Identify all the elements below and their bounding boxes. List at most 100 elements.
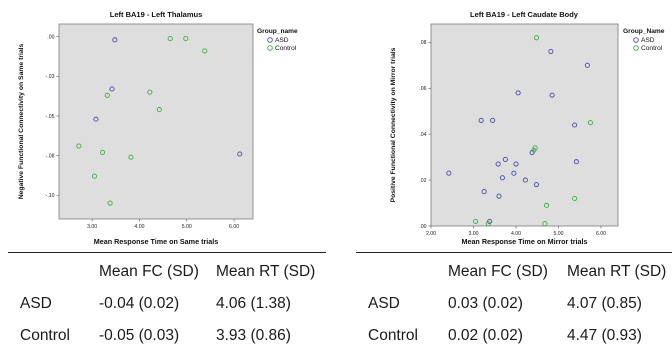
legend-marker-asd	[633, 37, 639, 43]
data-point-asd	[533, 182, 539, 188]
data-point-control	[572, 195, 578, 202]
x-axis-label: Mean Response Time on Same trials	[94, 237, 219, 246]
legend-title: Group_name	[257, 28, 298, 35]
y-tick-label: .00	[47, 34, 54, 40]
data-point-control	[76, 143, 82, 149]
control-mean-fc: -0.05 (0.03)	[99, 327, 180, 344]
legend-label-asd: ASD	[641, 37, 655, 44]
table-rule	[8, 252, 326, 253]
asd-mean-rt: 4.07 (0.85)	[567, 295, 642, 312]
y-tick-label: .06	[419, 86, 426, 92]
data-point-control	[473, 218, 479, 224]
legend-label-control: Control	[275, 45, 297, 52]
x-tick-label: 3.00	[468, 231, 478, 237]
data-point-asd	[515, 90, 521, 96]
scatter-chart-thalamus: Left BA19 - Left Thalamus Mean Response T…	[18, 10, 298, 246]
data-point-asd	[495, 161, 501, 167]
chart-title: Left BA19 - Left Caudate Body	[470, 10, 579, 19]
data-point-control	[485, 221, 491, 227]
data-point-control	[128, 154, 134, 160]
x-tick-label: 3.00	[87, 224, 97, 230]
y-tick-label: -.08	[46, 153, 55, 159]
data-point-asd	[112, 37, 118, 43]
legend-label-asd: ASD	[275, 37, 289, 44]
legend-title: Group_Name	[623, 28, 665, 35]
y-tick-label: .00	[419, 224, 426, 230]
header-mean-rt: Mean RT (SD)	[567, 263, 667, 280]
data-point-control	[542, 221, 548, 227]
x-axis-label: Mean Response Time on Mirror trials	[461, 237, 587, 246]
data-point-control	[544, 202, 550, 208]
header-mean-fc: Mean FC (SD)	[448, 263, 548, 280]
plot-area	[430, 23, 619, 227]
data-point-control	[91, 173, 98, 179]
asd-mean-fc: -0.04 (0.02)	[99, 295, 180, 312]
plot-area	[58, 23, 254, 220]
data-point-asd	[481, 189, 487, 195]
data-point-asd	[237, 151, 243, 157]
data-point-control	[156, 107, 162, 113]
y-tick-label: -.03	[46, 74, 55, 80]
header-mean-fc: Mean FC (SD)	[99, 263, 199, 280]
data-point-asd	[549, 92, 555, 98]
data-point-asd	[584, 62, 590, 68]
row-label-asd: ASD	[20, 295, 52, 312]
data-point-asd	[496, 193, 502, 199]
data-point-control	[532, 145, 538, 151]
table-rule	[356, 252, 672, 253]
data-point-asd	[109, 86, 115, 92]
row-label-control: Control	[20, 327, 70, 344]
y-axis-label: Negative Functional Connectivity on Same…	[18, 43, 25, 199]
y-axis-label: Positive Functional Connectivity on Mirr…	[390, 47, 397, 202]
chart-title: Left BA19 - Left Thalamus	[110, 10, 203, 19]
legend-label-control: Control	[641, 45, 663, 52]
data-point-asd	[573, 159, 579, 165]
data-point-asd	[502, 156, 508, 162]
y-tick-label: .08	[419, 40, 426, 46]
row-label-asd: ASD	[368, 295, 400, 312]
x-tick-label: 5.00	[182, 224, 192, 230]
y-tick-label: -.05	[46, 114, 55, 120]
data-point-control	[104, 92, 110, 98]
legend-marker-control	[633, 45, 639, 51]
data-point-asd	[548, 48, 554, 55]
data-point-asd	[511, 170, 517, 176]
control-mean-rt: 4.47 (0.93)	[567, 327, 642, 344]
data-point-control	[107, 200, 113, 206]
data-point-asd	[522, 177, 528, 183]
data-point-control	[99, 149, 106, 155]
data-point-asd	[446, 170, 452, 176]
y-tick-label: .04	[419, 132, 426, 138]
row-label-control: Control	[368, 327, 418, 344]
y-tick-label: -.10	[46, 193, 55, 199]
right-panel: Left BA19 - Left Caudate Body Mean Respon…	[336, 0, 672, 346]
legend-marker-control	[267, 45, 273, 51]
data-point-control	[533, 35, 539, 41]
header-mean-rt: Mean RT (SD)	[216, 263, 316, 280]
scatter-chart-caudate: Left BA19 - Left Caudate Body Mean Respon…	[390, 10, 665, 246]
control-mean-rt: 3.93 (0.86)	[216, 327, 291, 344]
x-tick-label: 6.00	[596, 231, 606, 237]
data-point-asd	[513, 161, 519, 167]
data-point-asd	[478, 117, 484, 123]
data-point-asd	[499, 175, 505, 181]
x-tick-label: 5.00	[553, 231, 563, 237]
data-point-control	[167, 36, 173, 42]
asd-mean-rt: 4.06 (1.38)	[216, 295, 291, 312]
y-tick-label: .02	[419, 178, 426, 184]
left-panel: Left BA19 - Left Thalamus Mean Response T…	[8, 10, 326, 344]
data-point-asd	[490, 117, 496, 123]
data-point-control	[202, 48, 208, 54]
data-point-control	[183, 36, 189, 42]
control-mean-fc: 0.02 (0.02)	[448, 327, 523, 344]
data-point-control	[587, 120, 593, 126]
data-point-asd	[572, 122, 578, 128]
data-point-asd	[93, 116, 99, 122]
asd-mean-fc: 0.03 (0.02)	[448, 295, 523, 312]
data-point-control	[147, 89, 153, 95]
x-tick-label: 4.00	[511, 231, 521, 237]
legend-marker-asd	[267, 37, 273, 43]
x-tick-label: 4.00	[134, 224, 144, 230]
x-tick-label: 6.00	[229, 224, 239, 230]
x-tick-label: 2.00	[426, 231, 436, 237]
